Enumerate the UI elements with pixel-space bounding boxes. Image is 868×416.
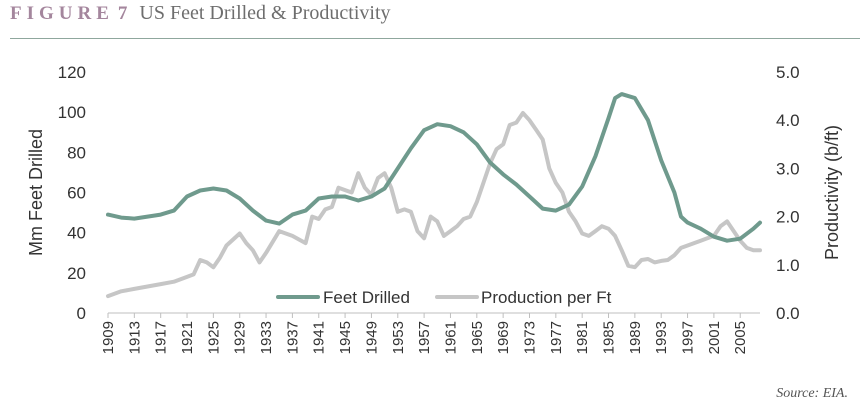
legend-label-feet-drilled: Feet Drilled [323, 288, 410, 307]
figure-label: FIGURE [10, 3, 114, 24]
x-tick-label: 1917 [153, 321, 170, 354]
x-tick-label: 1989 [627, 321, 644, 354]
x-tick-label: 1961 [442, 321, 459, 354]
series-line-feet-drilled [106, 92, 762, 243]
x-tick-label: 1949 [363, 321, 380, 354]
x-tick-label: 1977 [548, 321, 565, 354]
x-tick-label: 2001 [706, 321, 723, 354]
y-left-tick-label: 20 [67, 264, 86, 283]
figure-number: 7 [117, 3, 128, 24]
y-left-tick-label: 40 [67, 224, 86, 243]
x-tick-label: 1929 [232, 321, 249, 354]
x-tick-label: 1941 [311, 321, 328, 354]
figure-header: FIGURE 7 US Feet Drilled & Productivity [10, 2, 391, 32]
legend-label-production-per-ft: Production per Ft [481, 288, 612, 307]
x-tick-label: 1937 [284, 321, 301, 354]
x-tick-label: 1969 [495, 321, 512, 354]
series-line-production-per-ft [106, 111, 762, 299]
x-tick-label: 1993 [653, 321, 670, 354]
y-right-tick-label: 2.0 [776, 208, 800, 227]
y-left-tick-label: 100 [58, 103, 86, 122]
x-tick-label: 1953 [390, 321, 407, 354]
y-right-tick-label: 4.0 [776, 111, 800, 130]
y-right-tick-label: 5.0 [776, 63, 800, 82]
x-tick-label: 2005 [732, 321, 749, 354]
x-tick-label: 1933 [258, 321, 275, 354]
y-left-axis-title: Mm Feet Drilled [26, 129, 46, 256]
x-tick-label: 1925 [205, 321, 222, 354]
figure-title: US Feet Drilled & Productivity [139, 2, 391, 24]
x-tick-label: 1921 [179, 321, 196, 354]
x-tick-label: 1945 [337, 321, 354, 354]
y-right-tick-label: 1.0 [776, 256, 800, 275]
y-right-tick-label: 3.0 [776, 159, 800, 178]
x-tick-label: 1909 [100, 321, 117, 354]
x-tick-label: 1973 [521, 321, 538, 354]
header-rule [10, 38, 860, 39]
y-left-tick-label: 60 [67, 184, 86, 203]
y-left-tick-label: 120 [58, 63, 86, 82]
x-tick-label: 1913 [126, 321, 143, 354]
x-tick-label: 1957 [416, 321, 433, 354]
x-tick-label: 1965 [469, 321, 486, 354]
y-right-tick-label: 0.0 [776, 304, 800, 323]
y-right-axis-title: Productivity (b/ft) [822, 125, 842, 260]
source-note: Source: EIA. [776, 386, 848, 401]
x-tick-label: 1985 [601, 321, 618, 354]
x-tick-label: 1997 [680, 321, 697, 354]
y-left-tick-label: 80 [67, 143, 86, 162]
y-left-tick-label: 0 [77, 304, 86, 323]
x-tick-label: 1981 [574, 321, 591, 354]
